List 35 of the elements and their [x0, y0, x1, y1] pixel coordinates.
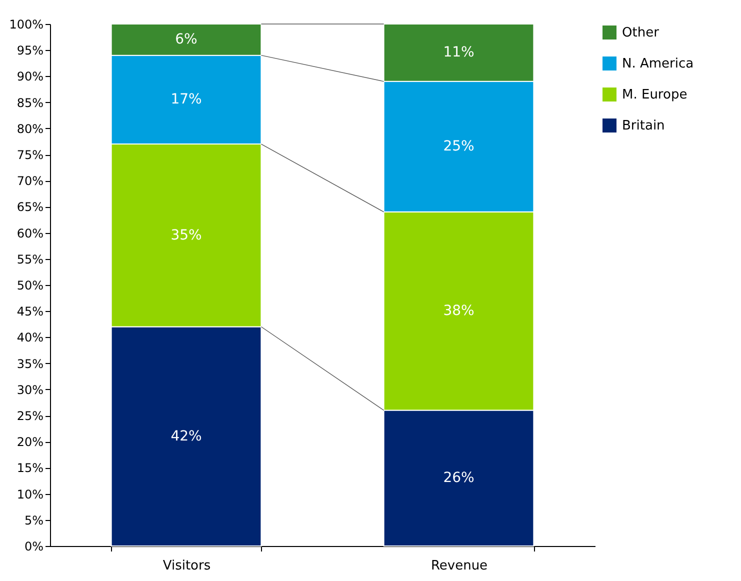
data-label: 26% [443, 470, 474, 486]
y-tick-label: 5% [24, 513, 44, 528]
y-tick-label: 30% [16, 382, 44, 397]
y-tick-label: 15% [16, 461, 44, 476]
y-tick-label: 60% [16, 226, 44, 240]
y-tick-label: 45% [16, 304, 44, 319]
y-tick-label: 40% [16, 330, 44, 345]
data-label: 25% [443, 138, 474, 155]
data-label: 17% [170, 92, 202, 108]
x-tick-label: Visitors [162, 558, 211, 574]
y-tick-label: 25% [16, 409, 44, 423]
legend-label: Britain [622, 118, 665, 134]
x-tick-label: Revenue [430, 558, 488, 574]
data-label: 35% [170, 227, 202, 244]
y-tick-label: 20% [16, 435, 44, 450]
legend-label: N. America [622, 56, 694, 72]
data-label: 6% [175, 32, 198, 48]
data-label: 42% [170, 428, 202, 444]
data-label: 38% [443, 303, 474, 320]
y-tick-label: 10% [16, 487, 44, 502]
y-tick-label: 90% [16, 70, 44, 84]
y-tick-label: 80% [16, 122, 44, 136]
y-tick-label: 85% [16, 96, 44, 110]
legend-label: M. Europe [622, 88, 688, 102]
y-tick-label: 35% [16, 356, 44, 371]
legend-label: Other [622, 26, 660, 40]
y-tick-label: 0% [24, 540, 44, 554]
y-tick-label: 75% [16, 148, 44, 162]
data-label: 11% [443, 44, 474, 61]
y-tick-label: 70% [16, 174, 44, 188]
y-tick-label: 100% [9, 18, 44, 32]
y-tick-label: 65% [16, 200, 44, 214]
y-tick-label: 95% [16, 44, 44, 58]
y-tick-label: 50% [16, 278, 44, 292]
y-tick-label: 55% [16, 252, 44, 266]
